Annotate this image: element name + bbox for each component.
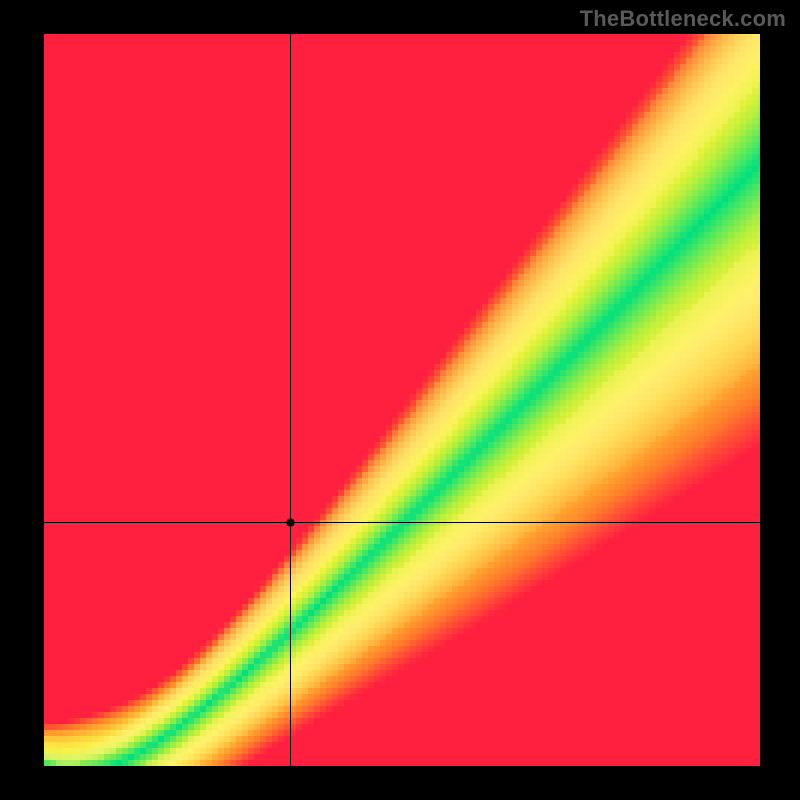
heatmap-canvas xyxy=(44,34,760,766)
heatmap-plot xyxy=(44,34,760,766)
chart-container: TheBottleneck.com xyxy=(0,0,800,800)
watermark-text: TheBottleneck.com xyxy=(580,6,786,32)
